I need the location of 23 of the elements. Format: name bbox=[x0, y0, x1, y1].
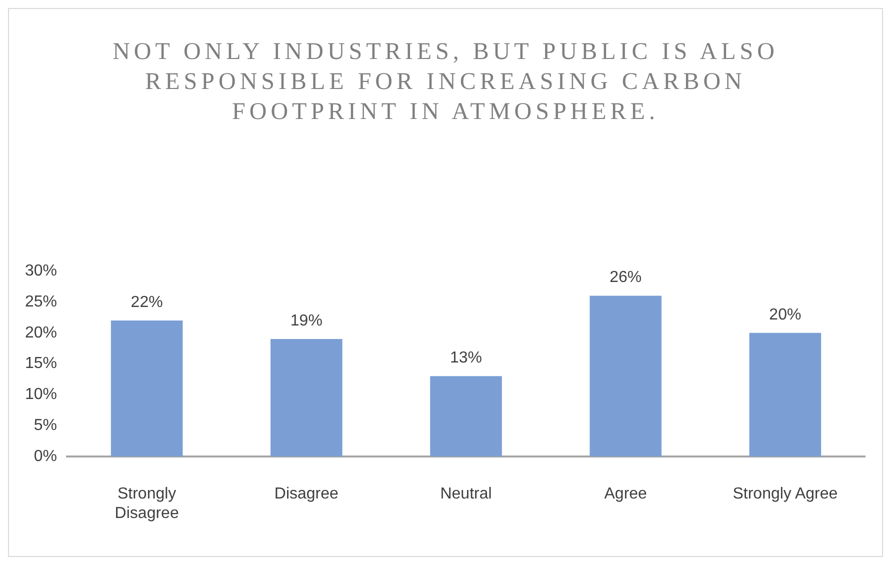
bar bbox=[590, 296, 662, 457]
y-tick-label: 10% bbox=[24, 386, 58, 404]
data-label: 13% bbox=[450, 350, 482, 367]
chart-title: NOT ONLY INDUSTRIES, BUT PUBLIC IS ALSO RESPONSIBLE FOR INCREASING CARBON FOOTPRINT IN ATMOSPHERE. bbox=[112, 38, 780, 127]
y-tick-label: 25% bbox=[24, 293, 58, 310]
y-tick-label: 20% bbox=[24, 324, 58, 342]
bar bbox=[270, 339, 342, 457]
bar bbox=[110, 320, 183, 457]
x-tick-label: Disagree bbox=[274, 486, 339, 503]
data-label: 20% bbox=[769, 306, 802, 324]
x-tick-label: Agree bbox=[604, 486, 648, 503]
data-label: 26% bbox=[610, 269, 642, 286]
y-tick-label: 15% bbox=[24, 355, 58, 372]
bar bbox=[749, 332, 822, 457]
x-tick-label: Strongly Agree bbox=[732, 486, 838, 503]
y-tick-label: 30% bbox=[24, 262, 58, 280]
x-tick-label: Strongly Disagree bbox=[114, 486, 179, 522]
x-tick-label: Neutral bbox=[440, 486, 492, 503]
bar bbox=[430, 376, 502, 457]
data-label: 22% bbox=[130, 294, 163, 311]
data-label: 19% bbox=[290, 312, 322, 330]
y-tick-label: 5% bbox=[34, 417, 58, 434]
y-tick-label: 0% bbox=[34, 448, 58, 466]
